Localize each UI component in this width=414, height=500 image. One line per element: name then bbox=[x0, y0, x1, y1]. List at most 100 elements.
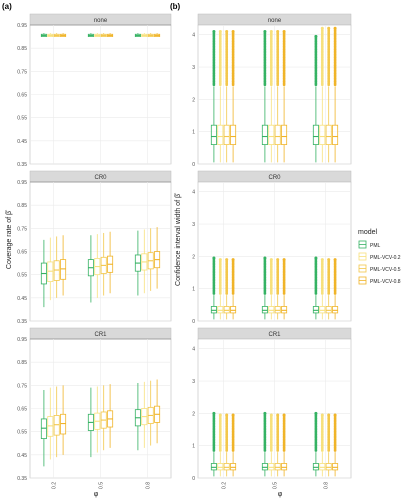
outlier-point bbox=[276, 258, 280, 262]
box-pml-vcv-0-2-phi-0-8 bbox=[141, 229, 148, 294]
box-iqr bbox=[210, 124, 217, 146]
facet-strip-label: CR1 bbox=[268, 332, 281, 338]
y-tick-label: 3 bbox=[192, 222, 195, 228]
x-axis-title-width: φ bbox=[278, 491, 283, 498]
box-pml-vcv-0-5-phi-0-8 bbox=[147, 33, 154, 37]
box-pml-vcv-0-2-phi-0-2 bbox=[47, 33, 54, 37]
box-pml-phi-0-2 bbox=[40, 239, 47, 308]
box-pml-vcv-0-5-phi-0-2 bbox=[223, 258, 230, 320]
box-iqr bbox=[332, 306, 339, 314]
box-iqr bbox=[210, 463, 217, 471]
facet-strip-label: none bbox=[268, 18, 282, 24]
outlier-point bbox=[320, 413, 324, 417]
y-tick-label: 0.65 bbox=[17, 93, 27, 99]
outlier-point bbox=[212, 256, 216, 260]
outlier-point bbox=[263, 256, 267, 260]
outlier-point bbox=[218, 258, 222, 262]
box-pml-phi-0-8 bbox=[134, 230, 141, 296]
box-pml-vcv-0-5-phi-0-5 bbox=[274, 258, 281, 320]
y-tick-label: 0.65 bbox=[17, 407, 27, 413]
box-pml-vcv-0-8-phi-0-8 bbox=[154, 33, 161, 37]
box-iqr bbox=[60, 413, 67, 435]
panel-label-a: (a) bbox=[2, 2, 12, 11]
y-tick-label: 1 bbox=[192, 444, 195, 450]
box-pml-phi-0-2 bbox=[210, 256, 217, 320]
y-tick-label: 0.45 bbox=[17, 453, 27, 459]
y-tick-label: 0.95 bbox=[17, 23, 27, 29]
box-pml-vcv-0-8-phi-0-5 bbox=[281, 258, 288, 320]
outlier-point bbox=[320, 26, 324, 30]
box-pml-vcv-0-5-phi-0-2 bbox=[53, 33, 60, 37]
box-pml-vcv-0-8-phi-0-5 bbox=[107, 33, 114, 37]
outlier-point bbox=[218, 413, 222, 417]
box-pml-vcv-0-2-phi-0-2 bbox=[217, 413, 224, 477]
box-pml-vcv-0-8-phi-0-2 bbox=[60, 33, 67, 37]
box-iqr bbox=[281, 306, 288, 314]
box-iqr bbox=[261, 463, 268, 471]
legend-item-pml-vcv-0-8: PML-VCV-0.8 bbox=[358, 276, 401, 285]
box-iqr bbox=[47, 261, 54, 283]
outlier-point bbox=[269, 413, 273, 417]
box-iqr bbox=[281, 463, 288, 471]
y-tick-label: 0 bbox=[192, 162, 195, 168]
box-iqr bbox=[40, 418, 47, 440]
box-pml-vcv-0-8-phi-0-8 bbox=[332, 413, 339, 477]
box-pml-vcv-0-8-phi-0-2 bbox=[230, 413, 237, 477]
box-iqr bbox=[223, 306, 230, 314]
box-iqr bbox=[217, 124, 224, 146]
outlier-point bbox=[282, 258, 286, 262]
box-pml-vcv-0-5-phi-0-5 bbox=[100, 33, 107, 37]
box-pml-vcv-0-2-phi-0-2 bbox=[217, 258, 224, 320]
outlier-point bbox=[231, 29, 235, 33]
y-tick-label: 0.35 bbox=[17, 319, 27, 325]
box-pml-vcv-0-2-phi-0-5 bbox=[94, 386, 101, 453]
outlier-point bbox=[225, 258, 229, 262]
outlier-point bbox=[333, 26, 337, 30]
box-iqr bbox=[217, 306, 224, 314]
outlier-point bbox=[327, 258, 331, 262]
outlier-point bbox=[276, 29, 280, 33]
y-tick-label: 0.85 bbox=[17, 203, 27, 209]
outlier-point bbox=[327, 26, 331, 30]
box-iqr bbox=[268, 124, 275, 146]
box-pml-vcv-0-5-phi-0-2 bbox=[53, 236, 60, 298]
y-tick-label: 0.75 bbox=[17, 383, 27, 389]
x-tick-label: 0.5 bbox=[273, 482, 279, 489]
box-iqr bbox=[47, 416, 54, 437]
box-pml-phi-0-2 bbox=[40, 33, 47, 37]
box-pml-vcv-0-2-phi-0-5 bbox=[94, 234, 101, 298]
y-tick-label: 0 bbox=[192, 319, 195, 325]
facet-cr1-width: CR1 0 1 2 3 4 0.2 0.5 0.8 bbox=[192, 327, 352, 489]
box-iqr bbox=[312, 124, 319, 146]
y-tick-label: 0.55 bbox=[17, 430, 27, 436]
y-axis-title-coverage: Coverage rate of β̂ bbox=[6, 209, 13, 269]
box-iqr bbox=[268, 306, 275, 314]
legend: model PML PML-VCV-0.2 PML-VCV-0.5 PML-VC… bbox=[358, 229, 401, 285]
outlier-point bbox=[269, 258, 273, 262]
y-tick-label: 2 bbox=[192, 411, 195, 417]
box-iqr bbox=[319, 124, 326, 146]
facet-none-width: none 0 1 2 3 4 bbox=[192, 13, 352, 168]
outlier-point bbox=[231, 258, 235, 262]
box-iqr bbox=[325, 463, 332, 471]
outlier-point bbox=[327, 413, 331, 417]
box-iqr bbox=[332, 463, 339, 471]
y-tick-label: 1 bbox=[192, 287, 195, 293]
box-pml-phi-0-8 bbox=[312, 411, 319, 477]
box-iqr bbox=[281, 124, 288, 146]
outlier-point bbox=[314, 256, 318, 260]
legend-item-pml-vcv-0-2: PML-VCV-0.2 bbox=[358, 252, 401, 261]
box-iqr bbox=[274, 306, 281, 314]
box-pml-vcv-0-8-phi-0-2 bbox=[230, 29, 237, 163]
box-pml-vcv-0-5-phi-0-5 bbox=[100, 385, 107, 451]
box-pml-vcv-0-5-phi-0-8 bbox=[325, 413, 332, 477]
box-pml-phi-0-5 bbox=[261, 29, 268, 163]
facet-strip-label: CR0 bbox=[94, 175, 107, 181]
y-tick-label: 0.75 bbox=[17, 226, 27, 232]
box-pml-vcv-0-8-phi-0-2 bbox=[60, 385, 67, 455]
box-pml-vcv-0-2-phi-0-5 bbox=[268, 258, 275, 320]
x-tick-label: 0.2 bbox=[52, 482, 58, 489]
outlier-point bbox=[320, 258, 324, 262]
box-pml-vcv-0-8-phi-0-5 bbox=[107, 384, 114, 448]
